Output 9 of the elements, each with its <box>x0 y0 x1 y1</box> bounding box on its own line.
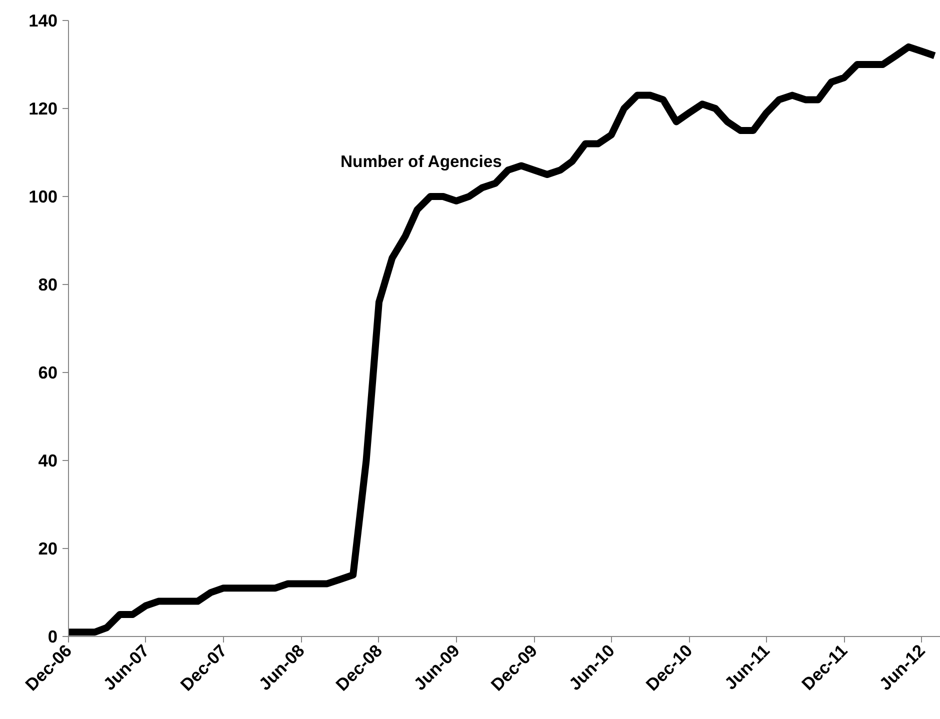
y-tick-label: 0 <box>48 626 58 646</box>
y-tick-label: 80 <box>38 274 58 294</box>
y-tick-label: 140 <box>28 10 58 30</box>
y-tick-label: 100 <box>28 186 58 206</box>
y-tick-label: 60 <box>38 362 58 382</box>
y-tick-label: 40 <box>38 450 58 470</box>
y-tick-label: 120 <box>28 98 58 118</box>
series-label: Number of Agencies <box>340 152 502 171</box>
y-tick-label: 20 <box>38 538 58 558</box>
